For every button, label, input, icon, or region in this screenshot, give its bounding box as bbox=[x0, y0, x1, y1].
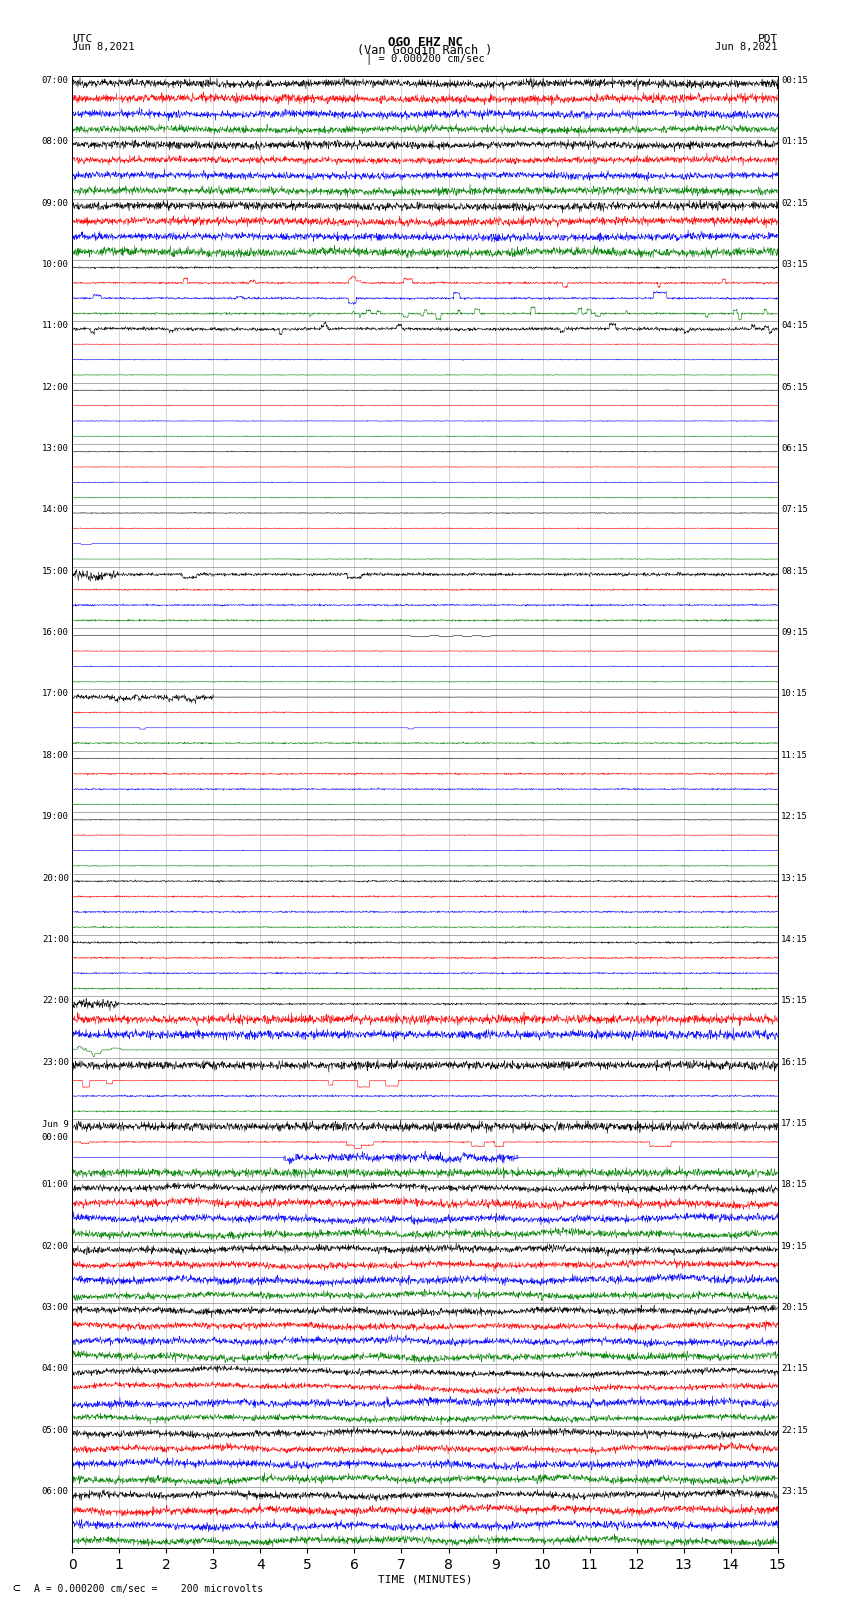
Text: 16:15: 16:15 bbox=[781, 1058, 808, 1066]
Text: 05:00: 05:00 bbox=[42, 1426, 69, 1434]
Text: 11:00: 11:00 bbox=[42, 321, 69, 331]
Text: 19:00: 19:00 bbox=[42, 813, 69, 821]
Text: 03:15: 03:15 bbox=[781, 260, 808, 269]
Text: 01:00: 01:00 bbox=[42, 1181, 69, 1189]
Text: 00:15: 00:15 bbox=[781, 76, 808, 85]
Text: 05:15: 05:15 bbox=[781, 382, 808, 392]
Text: 04:00: 04:00 bbox=[42, 1365, 69, 1373]
Text: OGO EHZ NC: OGO EHZ NC bbox=[388, 37, 462, 50]
Text: A = 0.000200 cm/sec =    200 microvolts: A = 0.000200 cm/sec = 200 microvolts bbox=[34, 1584, 264, 1594]
Text: 19:15: 19:15 bbox=[781, 1242, 808, 1250]
Text: Jun 9: Jun 9 bbox=[42, 1121, 69, 1129]
Text: 17:15: 17:15 bbox=[781, 1119, 808, 1127]
Text: 06:15: 06:15 bbox=[781, 444, 808, 453]
Text: 14:15: 14:15 bbox=[781, 936, 808, 944]
Text: 10:00: 10:00 bbox=[42, 260, 69, 269]
Text: 13:15: 13:15 bbox=[781, 874, 808, 882]
Text: 18:15: 18:15 bbox=[781, 1181, 808, 1189]
Text: 23:15: 23:15 bbox=[781, 1487, 808, 1497]
Text: 08:00: 08:00 bbox=[42, 137, 69, 147]
Text: 07:00: 07:00 bbox=[42, 76, 69, 85]
Text: 18:00: 18:00 bbox=[42, 750, 69, 760]
Text: 03:00: 03:00 bbox=[42, 1303, 69, 1311]
Text: Jun 8,2021: Jun 8,2021 bbox=[715, 42, 778, 52]
Text: 22:15: 22:15 bbox=[781, 1426, 808, 1434]
Text: 15:00: 15:00 bbox=[42, 566, 69, 576]
Text: 09:15: 09:15 bbox=[781, 627, 808, 637]
Text: 10:15: 10:15 bbox=[781, 689, 808, 698]
Text: 13:00: 13:00 bbox=[42, 444, 69, 453]
Text: 15:15: 15:15 bbox=[781, 997, 808, 1005]
Text: 02:15: 02:15 bbox=[781, 198, 808, 208]
Text: 12:15: 12:15 bbox=[781, 813, 808, 821]
Text: 09:00: 09:00 bbox=[42, 198, 69, 208]
Text: 07:15: 07:15 bbox=[781, 505, 808, 515]
Text: 02:00: 02:00 bbox=[42, 1242, 69, 1250]
Text: 21:00: 21:00 bbox=[42, 936, 69, 944]
Text: 11:15: 11:15 bbox=[781, 750, 808, 760]
Text: 14:00: 14:00 bbox=[42, 505, 69, 515]
Text: ⊂: ⊂ bbox=[13, 1581, 20, 1594]
Text: 21:15: 21:15 bbox=[781, 1365, 808, 1373]
Text: (Van Goodin Ranch ): (Van Goodin Ranch ) bbox=[357, 44, 493, 58]
Text: PDT: PDT bbox=[757, 34, 778, 44]
Text: 23:00: 23:00 bbox=[42, 1058, 69, 1066]
Text: 06:00: 06:00 bbox=[42, 1487, 69, 1497]
Text: Jun 8,2021: Jun 8,2021 bbox=[72, 42, 135, 52]
Text: 04:15: 04:15 bbox=[781, 321, 808, 331]
X-axis label: TIME (MINUTES): TIME (MINUTES) bbox=[377, 1574, 473, 1586]
Text: 12:00: 12:00 bbox=[42, 382, 69, 392]
Text: 17:00: 17:00 bbox=[42, 689, 69, 698]
Text: 01:15: 01:15 bbox=[781, 137, 808, 147]
Text: 20:00: 20:00 bbox=[42, 874, 69, 882]
Text: 20:15: 20:15 bbox=[781, 1303, 808, 1311]
Text: 16:00: 16:00 bbox=[42, 627, 69, 637]
Text: 00:00: 00:00 bbox=[42, 1132, 69, 1142]
Text: UTC: UTC bbox=[72, 34, 93, 44]
Text: 22:00: 22:00 bbox=[42, 997, 69, 1005]
Text: │ = 0.000200 cm/sec: │ = 0.000200 cm/sec bbox=[366, 52, 484, 65]
Text: 08:15: 08:15 bbox=[781, 566, 808, 576]
